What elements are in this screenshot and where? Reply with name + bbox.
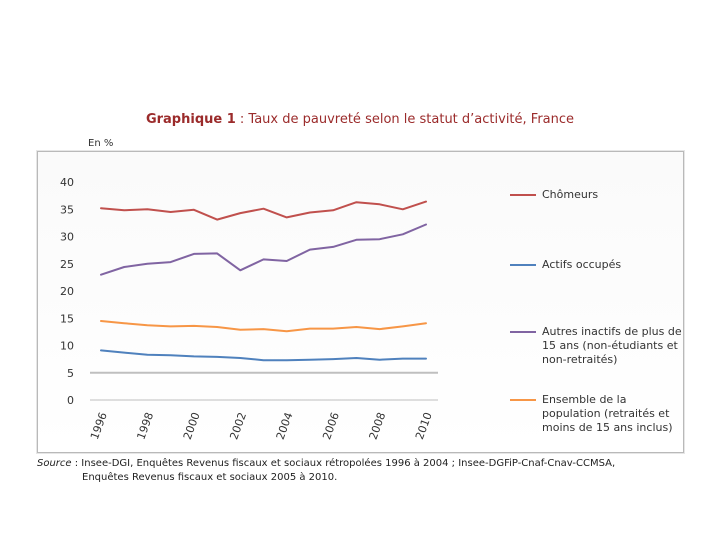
y-tick-label: 20 — [60, 285, 74, 298]
axes-layer: 0 5 10 15 20 25 30 35 40 1996 1998 2000 2002 2004 2006… — [60, 176, 438, 441]
y-tick-label: 40 — [60, 176, 74, 189]
x-tick-label: 2004 — [274, 411, 296, 442]
y-tick-label: 0 — [67, 394, 74, 407]
x-tick-label: 2008 — [367, 411, 389, 442]
source-line1: : Insee-DGI, Enquêtes Revenus fiscaux et… — [71, 458, 616, 469]
legend-label: Chômeurs — [542, 188, 599, 201]
source-note: Source : Insee-DGI, Enquêtes Revenus fis… — [37, 457, 697, 485]
legend-label: Actifs occupés — [542, 258, 622, 271]
series-line-2 — [100, 349, 427, 362]
y-tick-label: 30 — [60, 231, 74, 244]
series-line-4 — [100, 320, 427, 333]
y-tick-label: 35 — [60, 203, 74, 216]
y-tick-label: 25 — [60, 258, 74, 271]
x-tick-label: 1998 — [134, 411, 156, 442]
y-tick-label: 10 — [60, 340, 74, 353]
source-label: Source — [37, 458, 72, 469]
x-tick-label: 2006 — [320, 411, 342, 442]
legend-swatch — [510, 331, 536, 333]
legend-swatch — [510, 264, 536, 266]
legend-label: Ensemble de la population (retraités et … — [542, 393, 673, 434]
legend-swatch — [510, 194, 536, 196]
legend-label: Autres inactifs de plus de 15 ans (non-é… — [542, 325, 682, 366]
series-line-1 — [100, 200, 427, 221]
y-tick-label: 15 — [60, 312, 74, 325]
y-tick-label: 5 — [67, 367, 74, 380]
unit-label: En % — [88, 138, 114, 149]
x-tick-label: 2002 — [227, 411, 249, 442]
x-tick-label: 1996 — [88, 411, 110, 442]
legend-swatch — [510, 399, 536, 401]
chart-panel: 0 5 10 15 20 25 30 35 40 1996 1998 2000 2002 2004 2006… — [37, 151, 684, 453]
source-line2: Enquêtes Revenus fiscaux et sociaux 2005… — [82, 472, 338, 483]
x-tick-label: 2010 — [413, 411, 435, 442]
chart-title-bold: Graphique 1 — [145, 112, 236, 127]
line-chart: 0 5 10 15 20 25 30 35 40 1996 1998 2000 2002 2004 2006… — [60, 176, 438, 441]
chart-title: Graphique 1 : Taux de pauvreté selon le … — [0, 112, 720, 127]
chart-title-rest: : Taux de pauvreté selon le statut d’act… — [235, 112, 575, 127]
series-line-3 — [100, 223, 427, 276]
series-layer — [100, 200, 427, 362]
x-tick-label: 2000 — [181, 411, 203, 442]
